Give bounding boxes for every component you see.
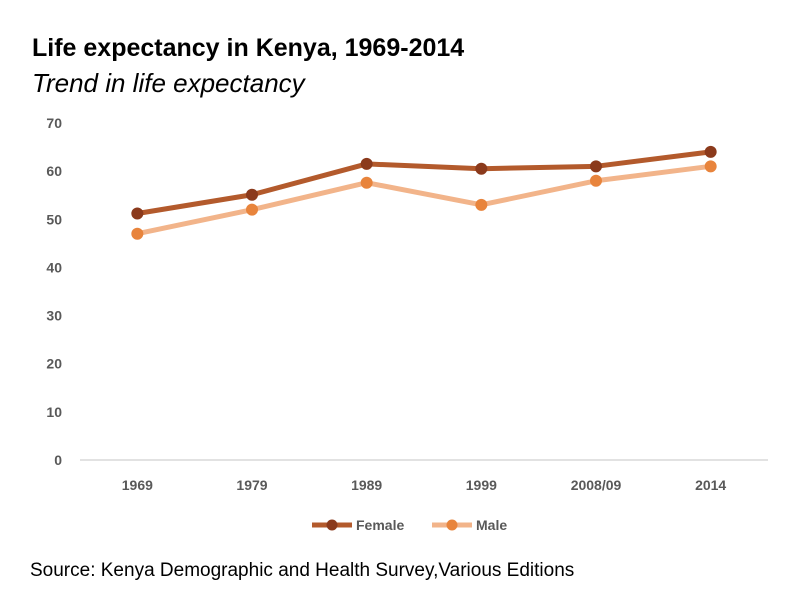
data-point-female xyxy=(475,162,488,175)
y-tick-label: 20 xyxy=(46,356,62,372)
y-tick-label: 40 xyxy=(46,259,62,275)
data-point-female xyxy=(360,157,373,170)
x-tick-label: 1979 xyxy=(236,477,267,493)
y-tick-label: 10 xyxy=(46,404,62,420)
x-tick-label: 2014 xyxy=(695,477,726,493)
x-tick-label: 1989 xyxy=(351,477,382,493)
y-tick-label: 0 xyxy=(54,452,62,468)
y-tick-label: 30 xyxy=(46,308,62,324)
y-tick-label: 50 xyxy=(46,211,62,227)
data-point-female xyxy=(590,160,602,173)
source-note: Source: Kenya Demographic and Health Sur… xyxy=(30,560,575,581)
legend-label-male: Male xyxy=(476,517,507,533)
chart-title: Life expectancy in Kenya, 1969-2014 xyxy=(32,34,465,62)
data-point-male xyxy=(246,203,258,216)
y-tick-label: 60 xyxy=(46,163,62,179)
y-tick-label: 70 xyxy=(46,115,62,131)
x-tick-label: 1969 xyxy=(122,477,153,493)
x-tick-label: 1999 xyxy=(466,477,497,493)
data-point-male xyxy=(475,198,488,211)
legend-label-female: Female xyxy=(356,517,404,533)
legend-marker-male xyxy=(446,519,458,531)
data-point-female xyxy=(131,207,144,220)
data-point-male xyxy=(131,227,144,240)
data-point-female xyxy=(704,145,717,158)
data-point-male xyxy=(360,176,373,189)
series-line-female xyxy=(134,149,714,217)
data-point-male xyxy=(590,174,602,187)
series-line-male xyxy=(134,163,714,237)
legend-marker-female xyxy=(326,519,338,531)
data-point-male xyxy=(704,160,717,173)
chart-subtitle: Trend in life expectancy xyxy=(32,68,305,98)
x-tick-label: 2008/09 xyxy=(571,477,622,493)
data-point-female xyxy=(246,188,258,201)
